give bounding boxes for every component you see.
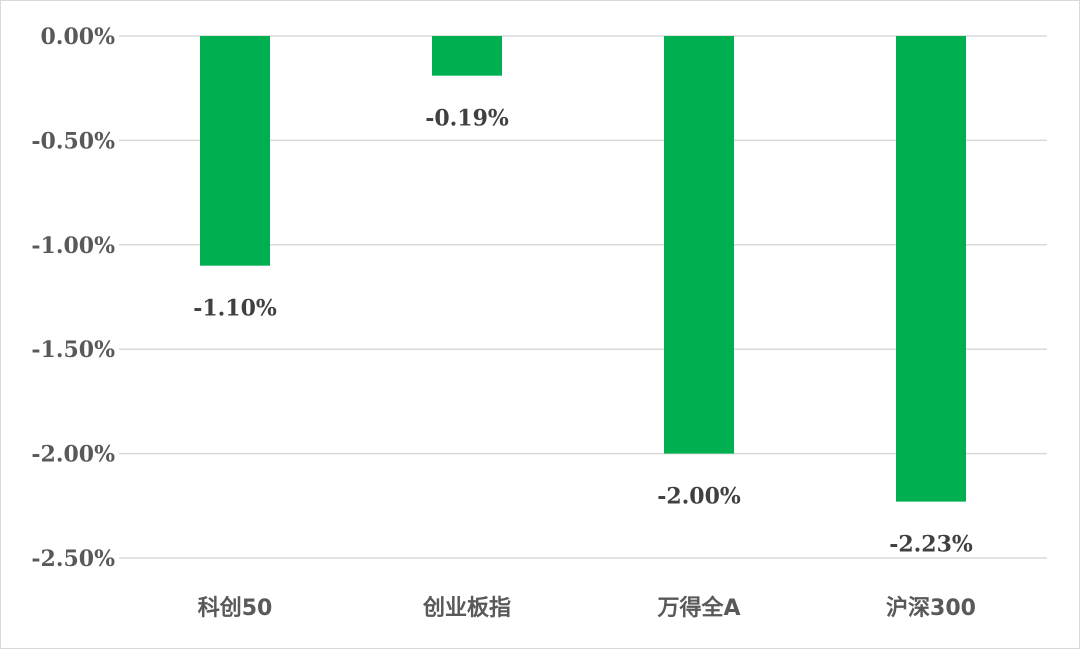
bar bbox=[664, 36, 734, 454]
bar bbox=[896, 36, 966, 502]
data-label: -1.10% bbox=[193, 296, 277, 322]
data-labels: -1.10% -0.19% -2.00% -2.23% bbox=[193, 106, 973, 558]
bar bbox=[200, 36, 270, 266]
y-tick-label: -1.50% bbox=[31, 337, 115, 363]
x-category-label: 万得全A bbox=[656, 595, 740, 621]
x-axis-category-labels: 科创50 创业板指 万得全A 沪深300 bbox=[198, 595, 976, 621]
y-tick-label: -2.50% bbox=[31, 546, 115, 572]
x-category-label: 沪深300 bbox=[886, 595, 976, 621]
x-category-label: 科创50 bbox=[198, 596, 273, 621]
bar bbox=[432, 36, 502, 76]
data-label: -0.19% bbox=[425, 106, 509, 132]
data-label: -2.00% bbox=[657, 484, 741, 510]
y-tick-label: 0.00% bbox=[41, 24, 116, 50]
y-tick-label: -0.50% bbox=[31, 128, 115, 154]
y-tick-label: -2.00% bbox=[31, 442, 115, 468]
data-label: -2.23% bbox=[889, 532, 973, 558]
y-axis-tick-labels: 0.00% -0.50% -1.00% -1.50% -2.00% -2.50% bbox=[31, 24, 115, 572]
gridlines bbox=[119, 35, 1047, 559]
bars bbox=[200, 36, 966, 502]
x-category-label: 创业板指 bbox=[422, 596, 511, 621]
y-tick-label: -1.00% bbox=[31, 233, 115, 259]
